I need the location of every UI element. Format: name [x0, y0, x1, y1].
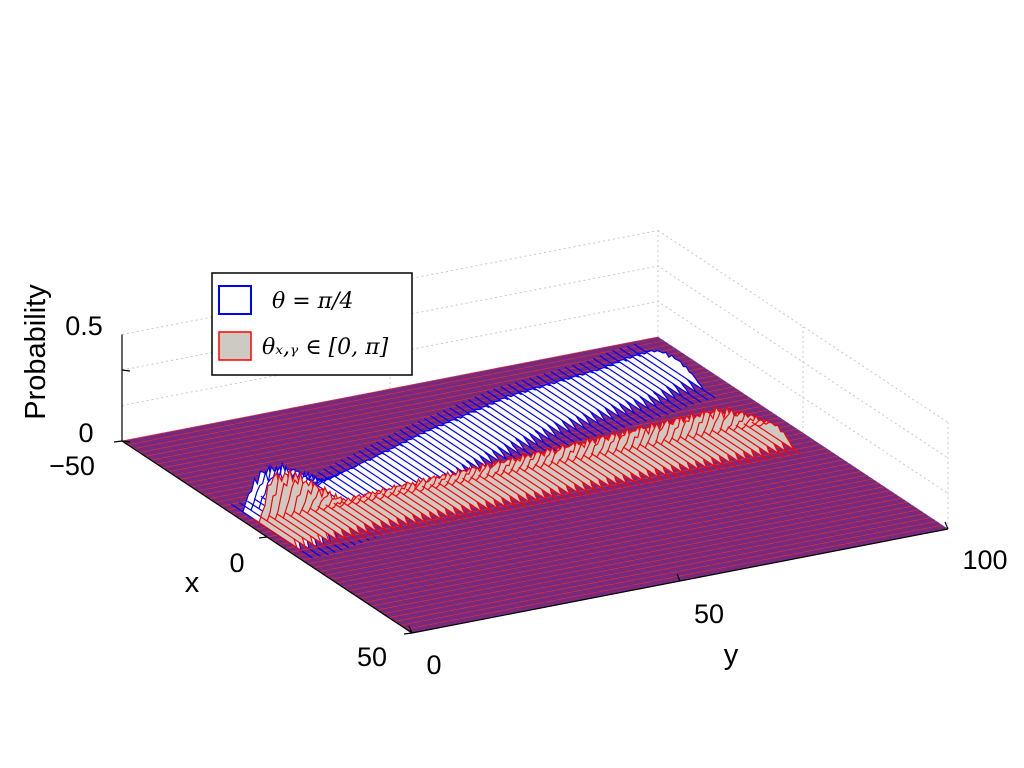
z-tick-0: 0 — [78, 418, 93, 448]
legend: θ = π/4 θₓ,ᵧ ∈ [0, π] — [211, 272, 413, 376]
y-tick-mark — [408, 625, 413, 634]
y-tick-0: 0 — [426, 650, 441, 680]
x-axis-label: x — [185, 567, 200, 599]
floor-line-y — [647, 338, 938, 532]
x-tick-mark — [113, 440, 123, 443]
axes — [113, 334, 949, 635]
x-tick-mark — [403, 632, 413, 635]
x-tick-mark — [258, 536, 268, 539]
surface-slice — [751, 421, 801, 455]
z-axis-label: Probability — [20, 284, 52, 420]
z-tick-0.5: 0.5 — [65, 311, 103, 341]
surface-slice — [633, 343, 716, 399]
x-tick-50: 50 — [357, 642, 387, 672]
z-tick-mark — [121, 440, 131, 443]
y-tick-mark — [676, 573, 681, 582]
x-tick-neg50: −50 — [49, 451, 95, 481]
legend-label-blue: θ = π/4 — [272, 289, 354, 314]
y-tick-50: 50 — [694, 599, 724, 629]
legend-swatch-blue — [218, 285, 252, 315]
y-tick-100: 100 — [962, 545, 1007, 575]
floor-line-y — [657, 336, 949, 530]
y-tick-mark — [944, 521, 949, 530]
y-axis-label: y — [724, 639, 739, 671]
legend-label-red: θₓ,ᵧ ∈ [0, π] — [262, 335, 389, 360]
z-tick-mark — [121, 369, 131, 372]
x-tick-0: 0 — [229, 548, 244, 578]
legend-swatch-red — [218, 331, 252, 361]
series-theta-random — [253, 405, 801, 552]
